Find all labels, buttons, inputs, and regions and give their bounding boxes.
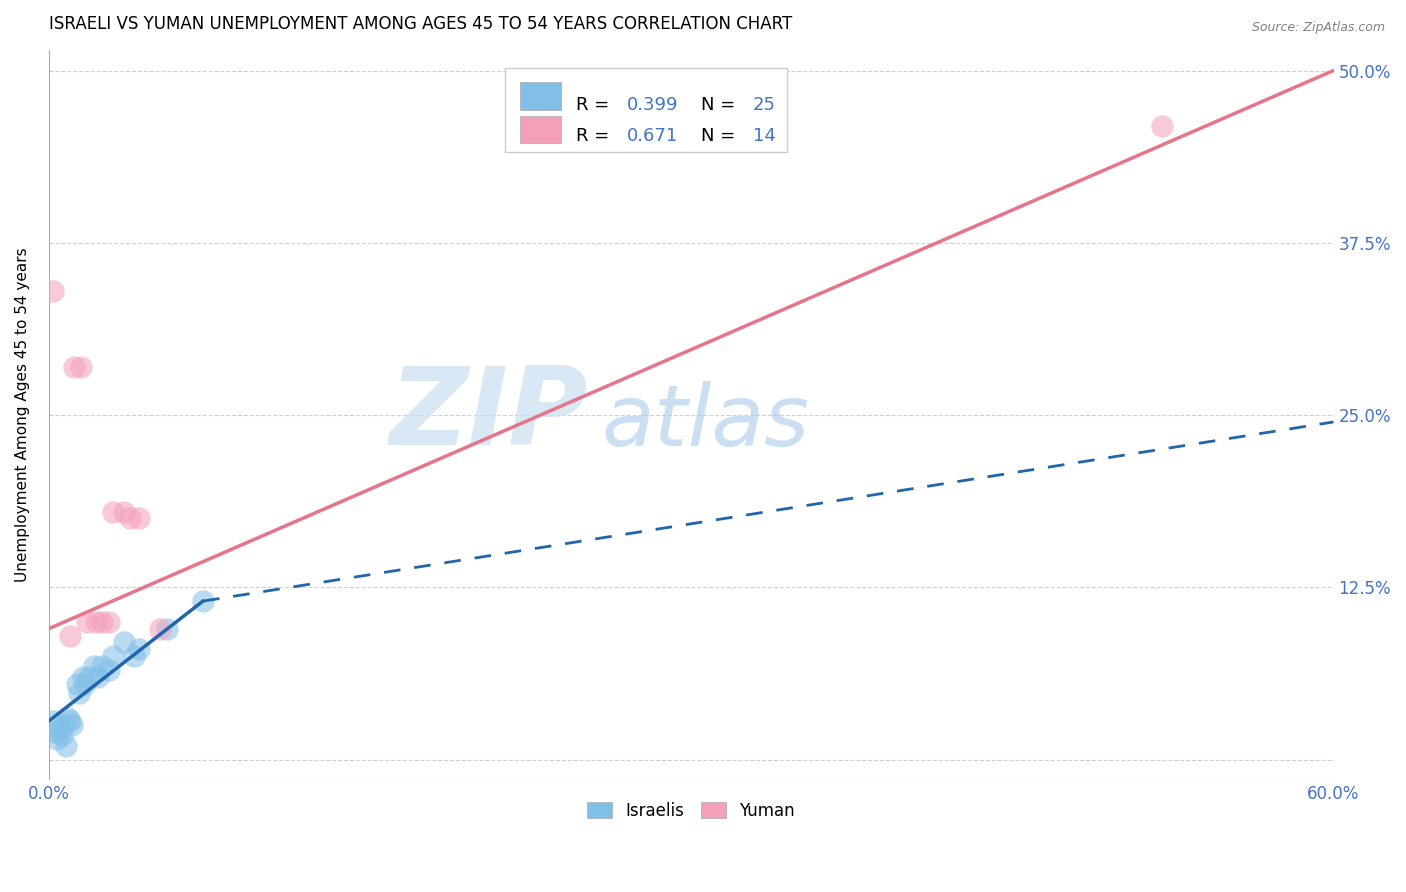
- Point: [42, 284, 65, 298]
- Point: [72, 670, 94, 684]
- Point: [67, 686, 90, 700]
- Point: [59, 629, 82, 643]
- Text: 25: 25: [752, 95, 776, 113]
- Point: [55, 739, 77, 753]
- Point: [97, 615, 120, 629]
- Point: [112, 504, 135, 518]
- Point: [91, 615, 114, 629]
- Text: 0.671: 0.671: [627, 127, 678, 145]
- Bar: [520, 82, 561, 110]
- Point: [91, 659, 114, 673]
- Point: [59, 714, 82, 728]
- Point: [97, 663, 120, 677]
- Text: atlas: atlas: [602, 381, 810, 464]
- Point: [75, 677, 97, 691]
- Point: [70, 359, 93, 374]
- Text: N =: N =: [702, 95, 741, 113]
- Text: R =: R =: [575, 127, 614, 145]
- Point: [155, 622, 177, 636]
- Point: [83, 659, 105, 673]
- Point: [149, 622, 172, 636]
- Point: [84, 615, 107, 629]
- Text: R =: R =: [575, 95, 614, 113]
- Legend: Israelis, Yuman: Israelis, Yuman: [581, 796, 801, 827]
- Point: [42, 714, 65, 728]
- Point: [65, 677, 87, 691]
- Point: [112, 635, 135, 649]
- Point: [101, 649, 124, 664]
- Y-axis label: Unemployment Among Ages 45 to 54 years: Unemployment Among Ages 45 to 54 years: [15, 248, 30, 582]
- Point: [128, 642, 150, 657]
- Text: N =: N =: [702, 127, 741, 145]
- Text: 0.399: 0.399: [627, 95, 678, 113]
- Point: [60, 718, 83, 732]
- Point: [76, 615, 98, 629]
- Point: [79, 670, 101, 684]
- Point: [46, 731, 69, 746]
- Point: [87, 670, 110, 684]
- Point: [124, 649, 146, 664]
- Text: ZIP: ZIP: [389, 362, 588, 468]
- Point: [128, 511, 150, 525]
- Point: [52, 718, 75, 732]
- Point: [48, 723, 70, 737]
- Point: [51, 728, 73, 742]
- Text: 14: 14: [752, 127, 776, 145]
- Point: [191, 594, 214, 608]
- Text: Source: ZipAtlas.com: Source: ZipAtlas.com: [1251, 21, 1385, 34]
- Text: ISRAELI VS YUMAN UNEMPLOYMENT AMONG AGES 45 TO 54 YEARS CORRELATION CHART: ISRAELI VS YUMAN UNEMPLOYMENT AMONG AGES…: [49, 15, 792, 33]
- Bar: [505, 68, 787, 153]
- Point: [56, 711, 79, 725]
- Bar: [520, 116, 561, 144]
- Point: [1152, 119, 1174, 133]
- Point: [120, 511, 142, 525]
- Point: [101, 504, 124, 518]
- Point: [63, 359, 86, 374]
- Point: [44, 725, 66, 739]
